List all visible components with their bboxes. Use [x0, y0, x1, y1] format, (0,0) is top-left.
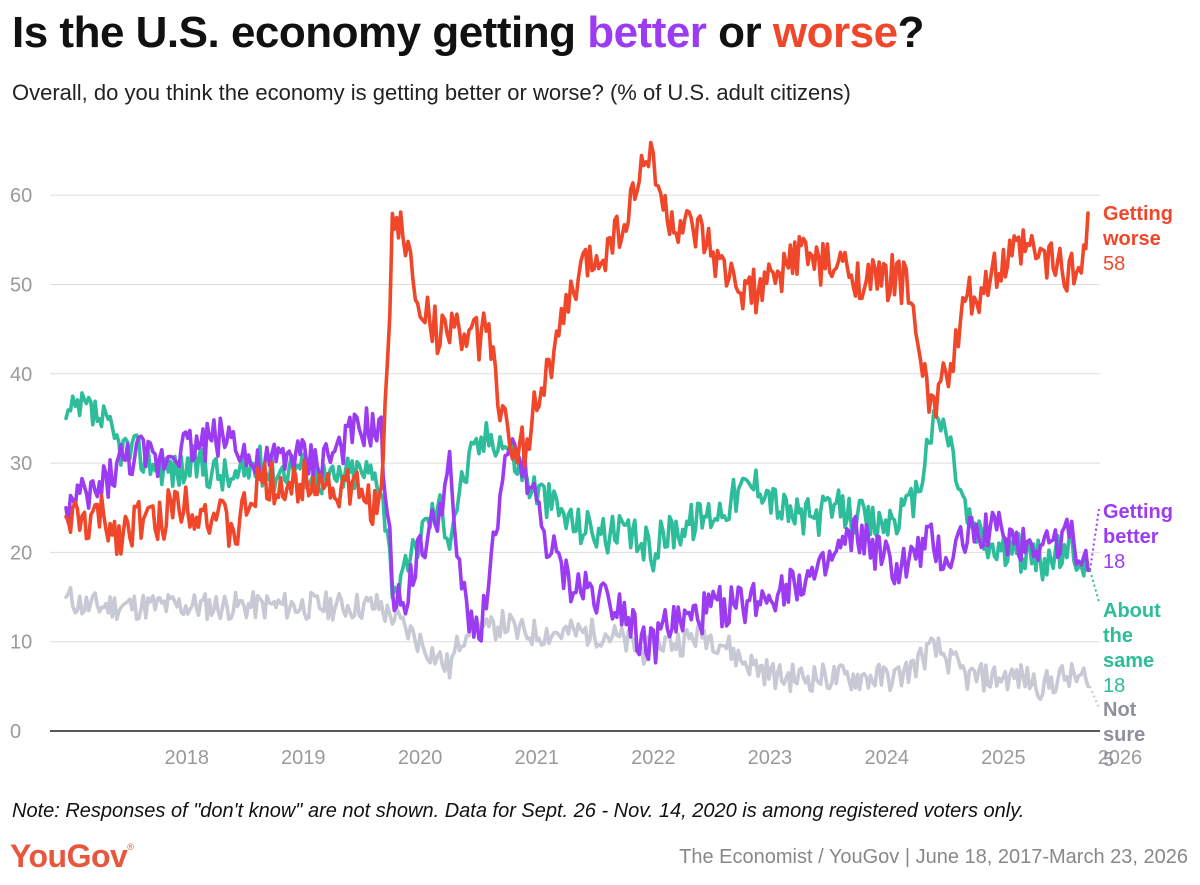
- logo-registered-mark: ®: [127, 842, 134, 852]
- x-tick-label: 2018: [164, 747, 209, 769]
- end-label-better: Getting: [1103, 501, 1173, 523]
- end-label-better: better: [1103, 526, 1159, 548]
- end-label-not-sure: sure: [1103, 724, 1145, 746]
- end-label-not-sure: Not: [1103, 699, 1137, 721]
- title-better: better: [587, 8, 707, 57]
- line-chart: 0 10 20 30 40 50 60 2018 2019 2020 2021 2022 2023 202…: [10, 140, 1173, 771]
- series-line-better: [64, 406, 1090, 665]
- end-label-same: About: [1103, 600, 1161, 622]
- y-tick-label: 10: [10, 632, 32, 654]
- leader-line-same: [1089, 569, 1100, 603]
- series-line-same: [64, 391, 1090, 601]
- x-tick-label: 2023: [748, 747, 793, 769]
- chart-note: Note: Responses of "don't know" are not …: [12, 800, 1025, 822]
- title-part1: Is the U.S. economy getting: [12, 8, 588, 57]
- y-tick-label: 40: [10, 364, 32, 386]
- y-tick-label: 60: [10, 185, 32, 207]
- x-tick-label: 2025: [981, 747, 1026, 769]
- leader-line-not-sure: [1089, 685, 1100, 709]
- end-value-same: 18: [1103, 675, 1125, 697]
- end-label-worse: worse: [1102, 228, 1161, 250]
- series-line-not-sure: [64, 585, 1090, 702]
- x-tick-label: 2022: [631, 747, 676, 769]
- x-tick-label: 2021: [515, 747, 560, 769]
- chart-subtitle: Overall, do you think the economy is get…: [12, 80, 851, 105]
- chart-title: Is the U.S. economy getting better or wo…: [12, 8, 924, 58]
- x-tick-label: 2024: [865, 747, 910, 769]
- x-tick-label: 2019: [281, 747, 326, 769]
- end-label-same: same: [1103, 650, 1154, 672]
- title-part3: ?: [897, 8, 925, 57]
- series-line-worse: [64, 140, 1090, 556]
- x-tick-label: 2026: [1098, 747, 1143, 769]
- y-tick-label: 30: [10, 453, 32, 475]
- end-value-not-sure: 5: [1103, 749, 1114, 771]
- x-tick-label: 2020: [398, 747, 443, 769]
- y-tick-label: 20: [10, 542, 32, 564]
- end-value-better: 18: [1103, 551, 1125, 573]
- leader-line-better: [1089, 508, 1100, 571]
- title-worse: worse: [772, 8, 898, 57]
- title-part2: or: [706, 8, 773, 57]
- end-value-worse: 58: [1103, 253, 1125, 275]
- end-label-same: the: [1103, 625, 1133, 647]
- logo-text: YouGov: [10, 838, 128, 874]
- yougov-logo: YouGov®: [10, 838, 134, 875]
- source-line: The Economist / YouGov | June 18, 2017-M…: [679, 846, 1188, 868]
- y-tick-label: 0: [10, 721, 21, 743]
- y-tick-label: 50: [10, 275, 32, 297]
- end-label-worse: Getting: [1103, 203, 1173, 225]
